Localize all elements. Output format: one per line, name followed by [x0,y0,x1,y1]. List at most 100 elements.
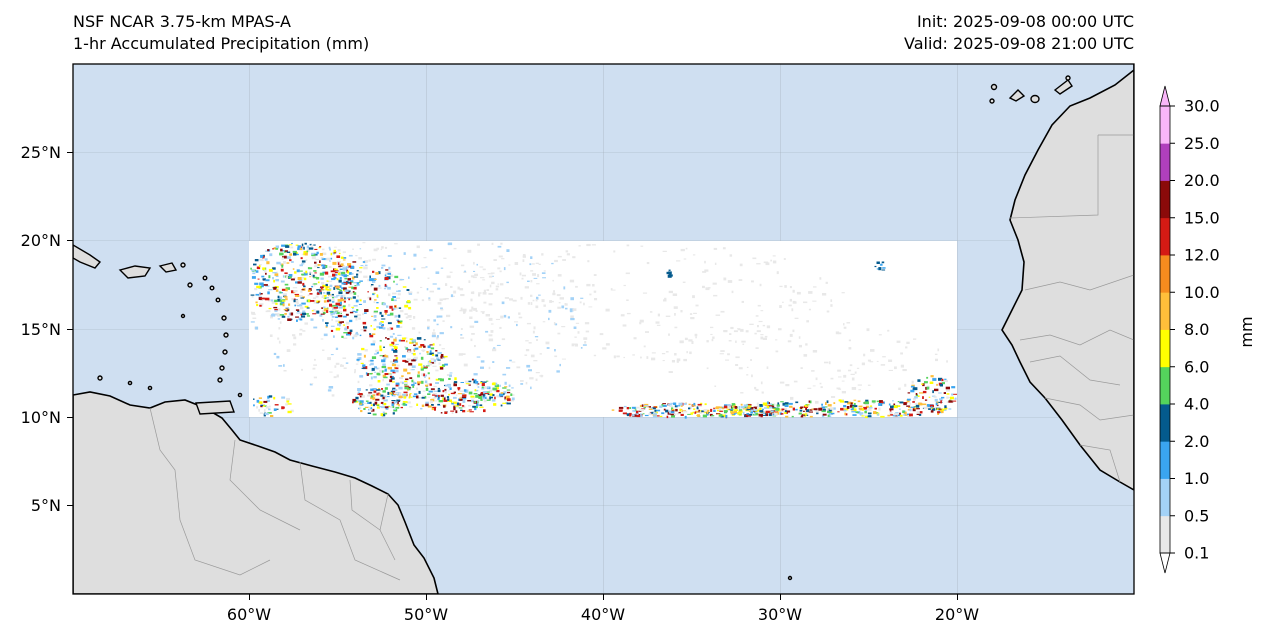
precip-cell [413,316,416,319]
precip-cell [422,395,426,398]
precip-cell [299,333,303,336]
precip-cell [377,287,382,289]
model-domain-box [249,241,957,417]
precip-cell [327,286,330,288]
precip-cell [740,403,743,406]
precip-cell [312,274,315,278]
precip-cell [618,409,623,412]
precip-cell [370,325,372,327]
precip-cell [300,306,304,310]
precip-cell [275,279,279,282]
precip-cell [355,299,359,303]
precip-cell [841,391,846,394]
precip-cell [324,297,329,299]
precip-cell [932,390,934,394]
precip-cell [337,272,341,276]
precip-cell [307,289,311,292]
precip-cell [929,381,934,384]
precip-cell [325,265,328,268]
precip-cell [364,406,369,408]
precip-cell [313,283,318,285]
precip-cell [816,412,819,415]
precip-cell [359,334,362,337]
precip-cell [894,366,897,370]
precip-cell [416,403,419,406]
precip-cell [321,282,325,285]
precip-cell [510,399,514,402]
precip-cell [348,254,353,257]
precip-cell [906,405,911,407]
precip-cell [382,374,387,378]
precip-cell [343,337,348,339]
precip-cell [345,280,349,282]
precip-cell [347,281,351,284]
precip-cell [470,291,475,294]
precip-cell [444,363,448,366]
precip-cell [323,309,328,312]
precip-cell [340,364,343,366]
precip-cell [399,377,403,380]
precip-cell [444,355,448,358]
precip-cell [332,273,336,277]
precip-cell [289,259,292,262]
precip-cell [339,289,343,292]
precip-cell [811,370,815,372]
precip-cell [420,356,424,360]
precip-cell [323,333,328,337]
precip-cell [457,286,460,290]
precip-cell [288,244,293,246]
precip-cell [457,393,463,395]
precip-cell [432,397,437,399]
precip-cell [277,295,280,299]
precip-cell [719,410,723,412]
precip-cell [460,396,463,399]
precip-cell [279,252,284,256]
precip-cell [706,340,709,343]
precip-cell [408,396,411,399]
precip-cell [416,291,420,294]
precip-cell [330,310,334,314]
precip-cell [499,393,504,397]
precip-cell [394,305,397,308]
precip-cell [476,356,481,358]
precip-cell [827,404,832,407]
precip-cell [333,276,337,279]
precip-cell [913,338,917,340]
precip-cell [733,409,737,413]
colorbar-tick-label: 6.0 [1184,357,1209,376]
precip-cell [447,383,451,386]
precip-cell [791,415,794,418]
precip-cell [342,259,346,261]
precip-cell [525,381,528,385]
precip-cell [798,344,802,348]
precip-cell [825,402,827,405]
precip-cell [690,317,695,320]
precip-cell [665,409,669,413]
precip-cell [780,401,784,403]
precip-cell [397,394,401,396]
precip-cell [398,339,402,342]
precip-cell [256,285,261,289]
precip-cell [381,264,386,267]
precip-cell [933,396,937,398]
precip-cell [354,371,356,374]
precip-cell [422,390,426,392]
precip-cell [919,392,924,394]
precip-cell [918,411,923,414]
precip-cell [760,310,764,312]
precip-cell [409,377,413,379]
precip-cell [535,378,538,381]
precip-cell [474,389,479,392]
precip-cell [938,392,942,394]
precip-cell [386,383,390,386]
precip-cell [778,328,782,331]
precip-cell [384,354,387,358]
precip-cell [313,244,316,246]
precip-cell [301,368,303,371]
precip-cell [527,280,530,282]
precip-cell [326,257,330,261]
precip-cell [474,273,478,277]
precip-cell [632,410,635,412]
colorbar-swatch [1160,404,1170,442]
colorbar-tick-label: 0.1 [1184,544,1209,563]
